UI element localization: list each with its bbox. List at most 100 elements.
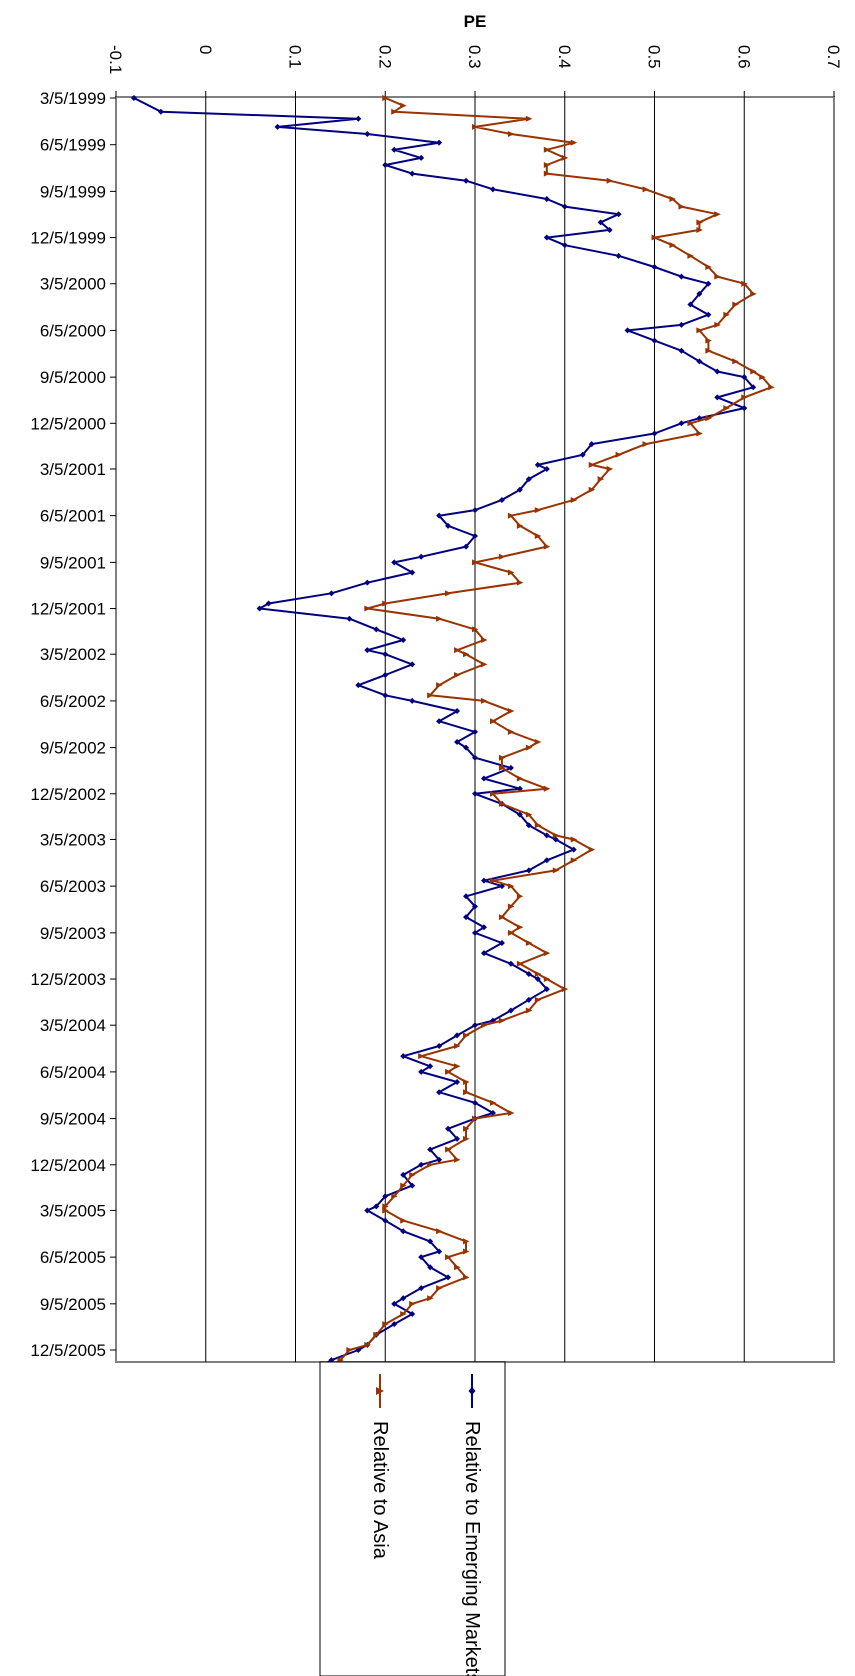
data-point bbox=[418, 154, 425, 161]
data-point bbox=[507, 728, 515, 735]
data-point bbox=[696, 430, 703, 437]
data-point bbox=[382, 95, 389, 101]
data-point bbox=[373, 1331, 380, 1338]
data-point bbox=[615, 252, 622, 259]
data-point bbox=[463, 1248, 470, 1255]
data-point bbox=[472, 1022, 478, 1029]
data-point bbox=[382, 1207, 389, 1214]
data-point bbox=[382, 1203, 389, 1210]
data-point bbox=[507, 929, 515, 936]
data-point bbox=[696, 358, 703, 365]
data-point bbox=[472, 728, 478, 735]
data-point bbox=[507, 1109, 515, 1116]
date-tick-label: 3/5/1999 bbox=[40, 89, 106, 108]
data-point bbox=[382, 600, 389, 607]
data-point bbox=[489, 1099, 497, 1106]
data-point bbox=[346, 1347, 353, 1353]
date-tick-label: 12/5/1999 bbox=[30, 229, 106, 248]
data-point bbox=[480, 775, 487, 782]
data-point bbox=[472, 559, 479, 566]
data-point bbox=[400, 1053, 407, 1060]
data-point bbox=[409, 1171, 416, 1178]
data-point bbox=[463, 1274, 470, 1281]
data-point bbox=[409, 1182, 416, 1189]
data-point bbox=[328, 590, 335, 597]
data-point bbox=[418, 553, 425, 560]
gridlines bbox=[110, 91, 835, 1362]
data-point bbox=[741, 374, 748, 381]
data-point bbox=[463, 651, 470, 658]
data-point bbox=[382, 1321, 389, 1328]
data-point bbox=[516, 522, 524, 529]
data-point bbox=[400, 637, 407, 644]
data-point bbox=[463, 543, 470, 550]
data-point bbox=[642, 186, 650, 193]
date-tick-label: 3/5/2002 bbox=[40, 645, 106, 664]
data-point bbox=[525, 939, 533, 946]
legend-triangle-icon bbox=[376, 1387, 384, 1395]
series-line-0 bbox=[133, 97, 755, 1367]
data-point bbox=[463, 893, 470, 900]
data-point bbox=[157, 108, 164, 115]
data-point bbox=[418, 1068, 425, 1075]
value-tick-label: 0.6 bbox=[734, 45, 753, 69]
value-tick-label: 0.5 bbox=[645, 45, 664, 69]
date-tick-labels: 3/5/1999 6/5/1999 9/5/1999 12/5/1999 3/5/200… bbox=[30, 89, 106, 1360]
value-tick-label: 0 bbox=[196, 45, 215, 54]
data-point bbox=[525, 744, 533, 751]
data-point bbox=[543, 234, 550, 241]
data-point bbox=[507, 903, 515, 910]
data-point bbox=[454, 708, 461, 715]
value-tick-labels: -0.1 0 0.1 0.2 0.3 0.4 0.5 0.6 0.7 bbox=[106, 45, 843, 74]
date-tick-label: 6/5/2005 bbox=[40, 1248, 106, 1267]
data-point bbox=[472, 123, 479, 130]
data-point bbox=[507, 512, 515, 519]
data-point bbox=[364, 1207, 371, 1214]
data-point bbox=[454, 1135, 461, 1142]
data-point bbox=[507, 1007, 514, 1014]
data-point bbox=[472, 1115, 479, 1122]
data-point bbox=[723, 311, 730, 318]
data-point bbox=[400, 1171, 407, 1178]
date-tick-label: 6/5/2002 bbox=[40, 692, 106, 711]
data-point bbox=[427, 692, 434, 699]
data-point bbox=[436, 139, 443, 146]
data-point bbox=[418, 1285, 425, 1292]
data-point bbox=[534, 970, 542, 977]
data-point bbox=[274, 123, 281, 130]
value-tick-label: 0.1 bbox=[286, 45, 305, 69]
data-point bbox=[472, 754, 478, 761]
data-point bbox=[445, 1125, 452, 1132]
data-point bbox=[445, 1274, 452, 1281]
data-point bbox=[436, 1248, 443, 1255]
data-point bbox=[543, 785, 551, 792]
data-point bbox=[678, 420, 685, 427]
data-point bbox=[534, 739, 542, 746]
data-point bbox=[445, 590, 452, 597]
data-point bbox=[498, 496, 505, 503]
data-point bbox=[463, 1125, 470, 1132]
data-point bbox=[588, 441, 595, 448]
data-point bbox=[750, 384, 757, 391]
data-point bbox=[534, 532, 542, 539]
data-point bbox=[714, 321, 721, 328]
data-point bbox=[472, 903, 478, 910]
data-point bbox=[489, 718, 497, 725]
data-point bbox=[480, 924, 487, 931]
data-point bbox=[714, 368, 721, 375]
data-point bbox=[732, 358, 739, 365]
data-point bbox=[364, 1341, 371, 1348]
data-point bbox=[472, 532, 478, 539]
data-point bbox=[534, 461, 541, 468]
data-point bbox=[750, 368, 757, 375]
data-point bbox=[409, 661, 416, 668]
data-point bbox=[759, 374, 766, 381]
data-point bbox=[606, 465, 614, 472]
data-point bbox=[534, 996, 542, 1003]
data-point bbox=[498, 800, 506, 807]
data-point bbox=[543, 161, 551, 168]
data-point bbox=[409, 1300, 416, 1307]
data-point bbox=[561, 986, 569, 993]
data-point bbox=[382, 161, 389, 168]
